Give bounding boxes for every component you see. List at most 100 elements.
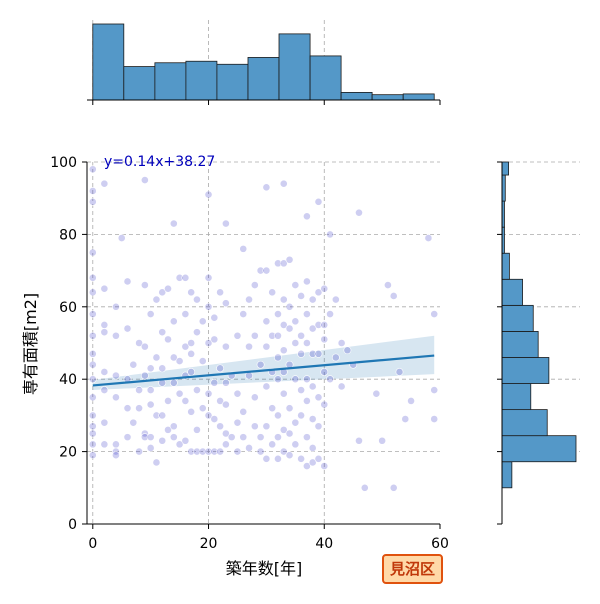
data-point [256,266,265,275]
data-point [181,273,190,282]
top-hist-bar [216,63,249,101]
right-hist-bar [501,252,510,280]
data-point [297,349,306,358]
data-point [221,299,230,308]
data-point [274,411,282,420]
data-point [337,339,346,347]
data-point [424,234,433,242]
data-point [140,433,149,442]
data-point [221,378,230,387]
data-point [123,404,132,413]
data-point [303,339,311,347]
data-point [233,447,242,456]
x-tick-label: 0 [88,536,97,552]
data-point [314,454,323,463]
data-point [314,422,323,431]
data-point [100,179,109,188]
data-point [308,382,317,391]
data-point [100,440,109,449]
data-point [88,187,97,195]
data-point [146,444,155,452]
data-point [112,331,120,340]
data-point [291,281,300,289]
data-point [135,386,143,394]
data-point [210,415,219,423]
data-point [279,259,288,268]
y-tick-label: 100 [50,155,77,171]
data-point [250,281,259,289]
data-point [227,433,236,442]
data-point [193,425,201,434]
data-point [216,447,224,456]
data-point [152,458,161,467]
data-point [129,360,138,369]
ward-badge: 見沼区 [382,554,444,584]
data-point [112,440,120,449]
top-hist-bar [123,66,156,101]
data-point [303,433,311,442]
data-point [88,331,97,340]
data-point [239,310,248,318]
data-point [210,313,219,322]
data-point [291,418,300,427]
confidence-interval [92,335,435,391]
data-point [320,284,329,293]
data-point [355,208,363,217]
data-point [181,342,190,351]
data-point [430,310,439,318]
data-point [112,451,120,460]
data-point [279,346,288,355]
data-point [100,386,109,394]
top-histogram [87,20,441,105]
data-point [164,397,172,405]
data-point [262,266,271,275]
regression-line [92,354,435,387]
data-point [326,310,334,318]
data-point [274,259,282,268]
data-point [384,281,392,289]
data-point [303,277,311,286]
data-point [135,447,143,456]
data-point [169,219,178,228]
data-point [204,339,213,347]
data-point [100,284,109,293]
right-hist-bar [501,357,550,384]
data-point [250,331,259,340]
data-point [262,342,271,351]
y-tick-label: 60 [59,300,77,316]
data-point [297,411,306,420]
y-axis-label: 専有面積[m2] [21,293,40,395]
data-point [158,328,167,337]
y-tick-label: 20 [59,445,77,461]
data-point [152,353,161,362]
data-point [221,440,230,449]
data-point [274,331,282,340]
data-point [320,335,329,344]
data-point [198,404,207,413]
data-point [256,447,265,456]
data-point [100,328,109,337]
data-point [337,382,346,391]
data-point [146,386,155,394]
data-point [123,277,132,286]
main-grid [87,161,440,524]
right-hist-bar [501,409,548,437]
data-point [262,422,271,431]
data-point [389,292,398,300]
right-hist-bar [501,435,577,463]
x-tick-label: 60 [431,536,449,552]
data-point [193,447,201,456]
y-tick-label: 80 [59,227,77,243]
data-point [233,389,242,398]
x-tick-label: 20 [200,536,218,552]
data-point [123,324,132,333]
data-point [152,295,161,304]
data-point [164,425,172,434]
data-point [140,342,149,351]
data-point [187,339,196,347]
data-point [355,436,363,445]
right-hist-bar [501,383,532,411]
data-point [88,375,97,384]
data-point [181,436,190,445]
data-point [175,389,184,398]
